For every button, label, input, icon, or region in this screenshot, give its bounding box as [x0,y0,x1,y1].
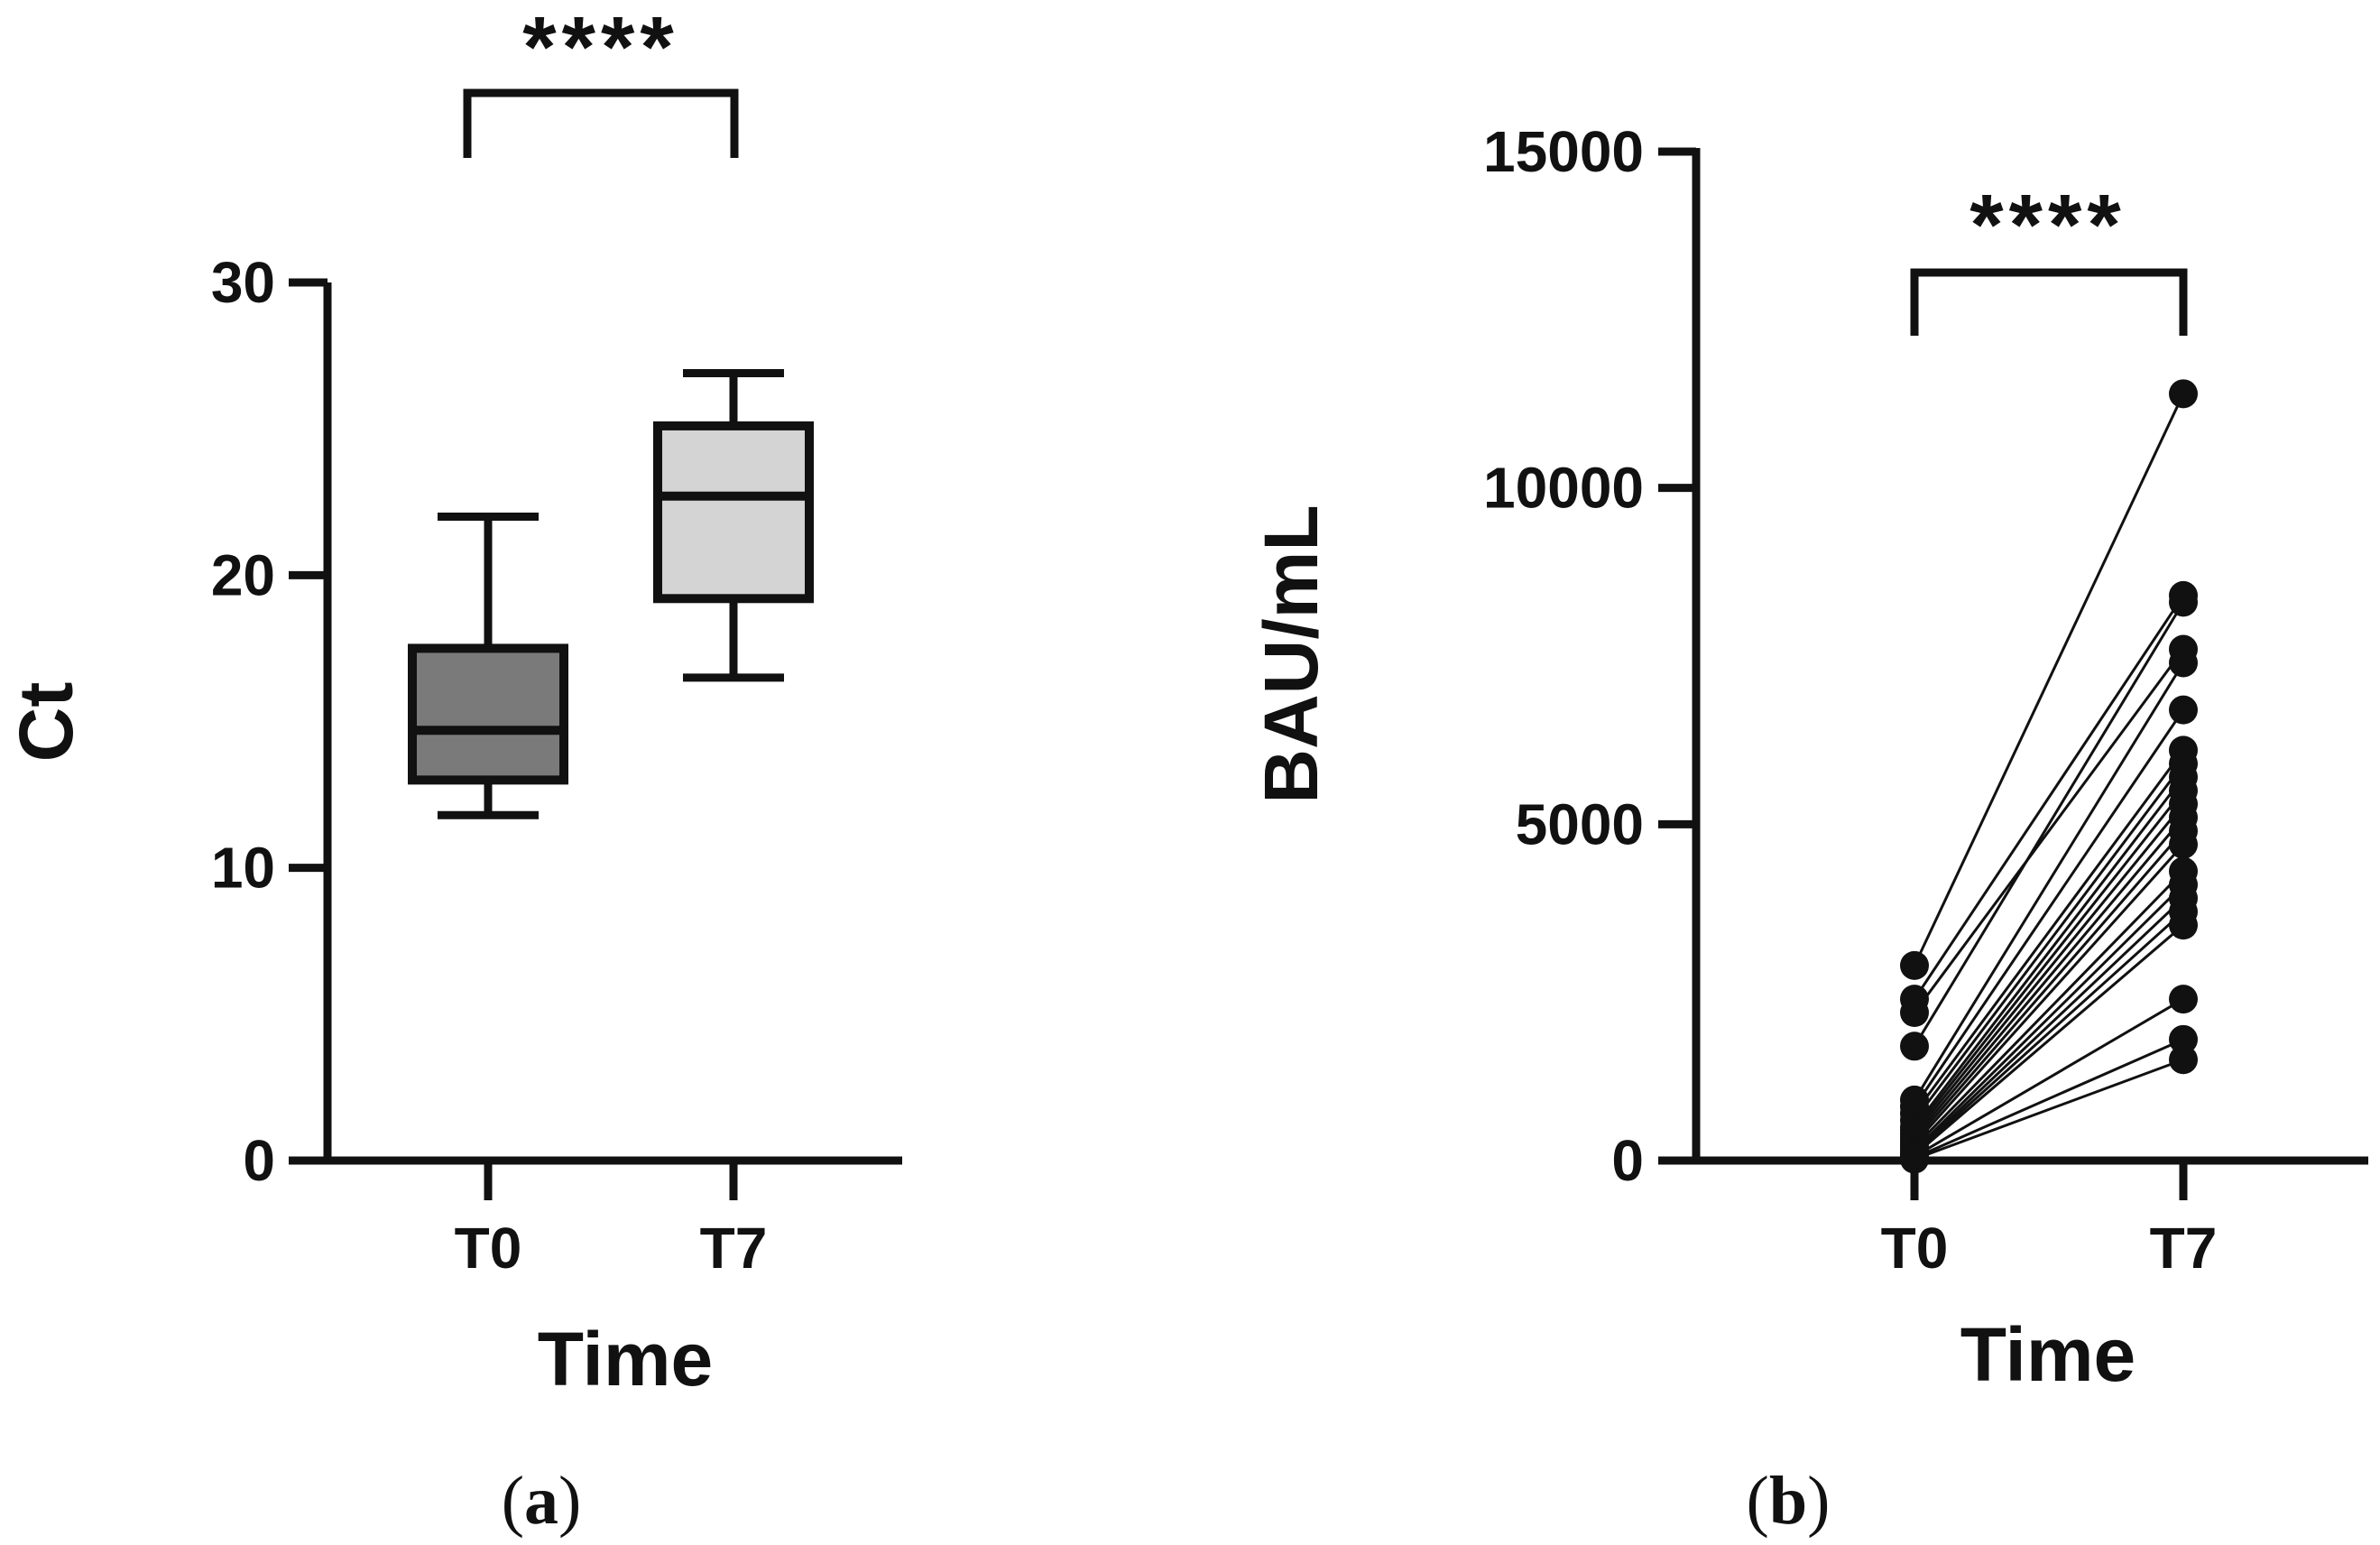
pair-line [1913,803,2185,1135]
panel-b-letter: b [1769,1463,1807,1539]
data-point-t7 [2169,379,2198,409]
panel-a-y-axis-title: Ct [4,682,88,763]
data-point-t0 [1900,950,1929,980]
data-point-t0 [1900,1032,1929,1061]
pair-line [1913,661,2185,1101]
panel-a-y-tick-label: 0 [243,1128,275,1193]
pair-line [1913,708,2185,1108]
panel-b-x-ticks: T0 T7 [1881,1161,2218,1281]
panel-b-x-tick-label: T7 [2150,1216,2218,1281]
panel-a-caption: (a) [502,1463,582,1539]
pair-line [1914,1058,2184,1161]
panel-a-x-axis-title: Time [538,1317,714,1402]
panel-a-y-tick-label: 30 [211,250,275,315]
pair-line [1913,843,2185,1145]
pair-line [1914,923,2184,1157]
pair-line [1913,816,2185,1138]
pair-line [1913,648,2185,1013]
pair-line [1913,870,2185,1149]
pair-line [1913,749,2185,1115]
panel-b-y-tick-label: 5000 [1516,791,1644,856]
pair-line [1913,776,2185,1128]
panel-a-x-tick-label: T0 [455,1216,522,1281]
pair-line [1914,1038,2184,1160]
panel-a-x-ticks: T0 T7 [455,1161,768,1281]
panel-b-y-axis-title: BAU/mL [1249,504,1333,803]
data-point-t7 [2169,1045,2198,1075]
panel-a-y-ticks: 0 10 20 30 [211,250,327,1193]
pair-line [1913,393,2185,967]
paired-lines [1913,393,2185,1161]
panel-b-y-tick-label: 0 [1611,1128,1644,1193]
pair-line [1913,595,2185,1000]
data-point-t7 [2169,911,2198,940]
panel-a-plot-area [408,369,814,819]
panel-a-significance-label: **** [522,0,678,96]
pair-line [1914,997,2184,1158]
panel-b-paired-plot: 0 5000 10000 15000 T0 T7 BAU/mL Time **** (b… [1249,119,2368,1539]
data-point-t7 [2169,648,2198,678]
data-point-t0 [1900,998,1929,1028]
panel-b-x-tick-label: T0 [1881,1216,1949,1281]
panel-a-y-tick-label: 10 [211,836,275,901]
pair-line [1913,829,2185,1142]
panel-b-y-tick-label: 15000 [1483,119,1644,184]
data-point-t7 [2169,1024,2198,1054]
data-point-t7 [2169,587,2198,617]
panel-b-significance-bracket [1910,268,2188,336]
panel-b-x-axis-title: Time [1960,1312,2136,1397]
pair-line [1913,897,2185,1154]
box-iqr [653,421,814,604]
panel-a-letter: a [524,1463,558,1539]
panel-b-plot-area [1900,379,2198,1174]
data-point-t7 [2169,985,2198,1014]
data-point-t7 [2169,829,2198,859]
panel-b-significance-label: **** [1969,177,2126,273]
panel-a-x-tick-label: T7 [700,1216,768,1281]
pair-line [1913,790,2185,1132]
panel-b-y-tick-label: 10000 [1483,456,1644,521]
paired-points [1900,379,2198,1174]
panel-a-significance-bracket [463,88,739,158]
data-point-t7 [2169,695,2198,725]
panel-b-y-ticks: 0 5000 10000 15000 [1483,119,1696,1193]
panel-a-y-tick-label: 20 [211,542,275,607]
panel-b-caption: (b) [1747,1463,1831,1539]
pair-line [1913,911,2185,1155]
box-iqr [408,643,568,785]
pair-line [1913,601,2185,1048]
panel-a-boxplot: 0 10 20 30 T0 T7 Ct Time **** (a) [4,0,902,1539]
pair-line [1913,763,2185,1122]
pair-line [1913,884,2185,1152]
